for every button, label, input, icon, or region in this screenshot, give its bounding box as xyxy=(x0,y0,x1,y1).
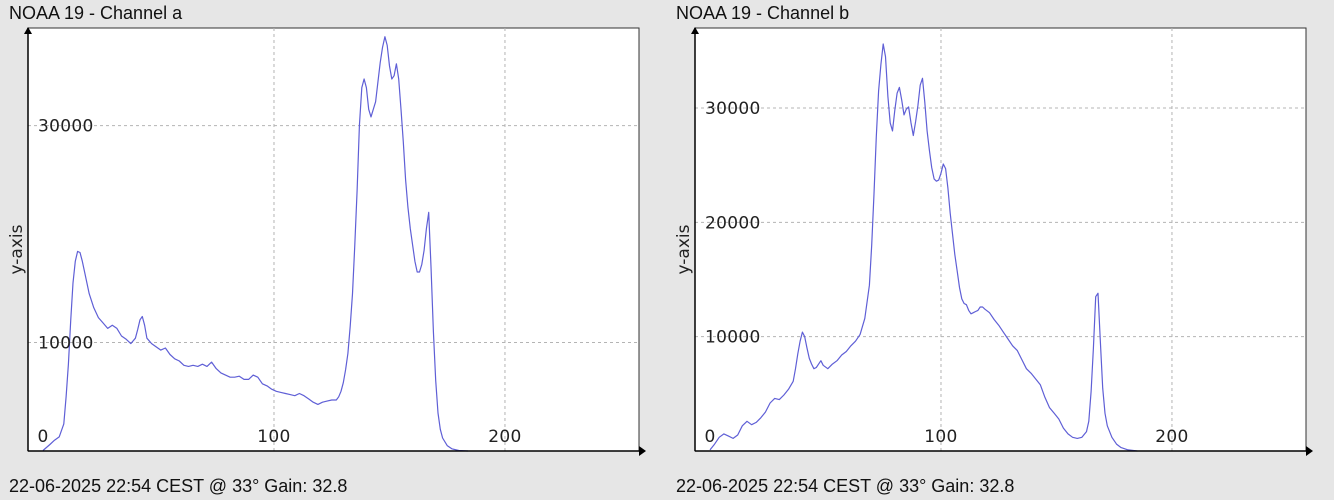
x-tick-label: 100 xyxy=(924,427,957,447)
y-axis-label: y-axis xyxy=(7,224,27,274)
data-series-line xyxy=(709,43,1138,452)
y-tick-label: 30000 xyxy=(705,99,761,119)
x-axis-arrow xyxy=(1306,446,1313,456)
x-tick-label: 100 xyxy=(257,427,290,447)
x-tick-label: 0 xyxy=(704,427,715,447)
chart-panel-b: NOAA 19 - Channel b 0 100 200 10000 20000 300… xyxy=(667,0,1334,500)
x-axis-arrow xyxy=(639,446,646,456)
line-chart: 0 100 200 10000 30000 y-axis xyxy=(7,27,646,456)
y-tick-label: 10000 xyxy=(38,334,94,354)
y-axis-label: y-axis xyxy=(674,224,694,274)
y-tick-label: 30000 xyxy=(38,117,94,137)
y-axis-arrow xyxy=(24,27,32,34)
data-series-line xyxy=(42,36,469,452)
chart-title: NOAA 19 - Channel b xyxy=(676,3,850,23)
chart-title: NOAA 19 - Channel a xyxy=(9,3,183,23)
line-chart: 0 100 200 10000 20000 30000 y-axis xyxy=(674,27,1313,456)
chart-panel-a: NOAA 19 - Channel a 0 100 200 10000 30000 y-a… xyxy=(7,3,646,496)
x-tick-label: 0 xyxy=(37,427,48,447)
plot-area xyxy=(694,27,1307,452)
plot-area xyxy=(27,27,640,452)
capture-info: 22-06-2025 22:54 CEST @ 33° Gain: 32.8 xyxy=(9,476,348,496)
x-tick-label: 200 xyxy=(1155,427,1188,447)
x-tick-label: 200 xyxy=(488,427,521,447)
y-axis-arrow xyxy=(691,27,699,34)
y-tick-label: 20000 xyxy=(705,213,761,233)
y-tick-label: 10000 xyxy=(705,328,761,348)
capture-info: 22-06-2025 22:54 CEST @ 33° Gain: 32.8 xyxy=(676,476,1015,496)
